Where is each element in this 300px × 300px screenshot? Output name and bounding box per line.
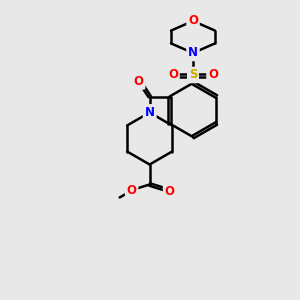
Text: O: O: [127, 184, 136, 197]
Text: O: O: [165, 185, 175, 198]
Text: N: N: [145, 106, 154, 119]
Text: S: S: [189, 68, 197, 82]
Text: O: O: [188, 14, 198, 28]
Text: N: N: [188, 46, 198, 59]
Text: N: N: [145, 106, 154, 119]
Text: O: O: [208, 68, 218, 82]
Text: O: O: [134, 75, 144, 88]
Text: O: O: [168, 68, 178, 82]
